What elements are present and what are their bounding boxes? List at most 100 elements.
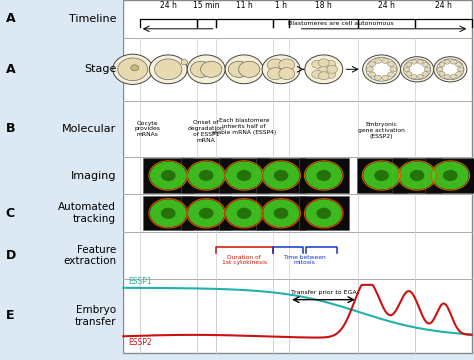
Text: Embryonic
gene activation
(ESSP2): Embryonic gene activation (ESSP2) xyxy=(358,122,405,139)
Bar xyxy=(143,158,193,193)
Circle shape xyxy=(390,67,397,72)
Circle shape xyxy=(263,162,300,189)
Circle shape xyxy=(150,199,187,227)
Circle shape xyxy=(319,59,329,67)
Circle shape xyxy=(422,72,428,76)
Circle shape xyxy=(199,170,213,181)
Circle shape xyxy=(404,67,410,72)
Circle shape xyxy=(279,59,295,71)
Text: 18 h: 18 h xyxy=(315,1,332,10)
Text: Timeline: Timeline xyxy=(69,14,116,24)
Circle shape xyxy=(262,55,300,84)
Circle shape xyxy=(439,72,445,76)
Circle shape xyxy=(188,199,225,227)
Text: 11 h: 11 h xyxy=(236,1,253,10)
Circle shape xyxy=(366,67,373,72)
Circle shape xyxy=(424,67,430,72)
Text: Feature
extraction: Feature extraction xyxy=(63,245,116,266)
Circle shape xyxy=(411,60,417,64)
Circle shape xyxy=(443,170,457,181)
Circle shape xyxy=(263,199,300,227)
Text: ESSP1: ESSP1 xyxy=(128,277,152,286)
Circle shape xyxy=(226,162,263,189)
Circle shape xyxy=(325,60,336,68)
Circle shape xyxy=(267,68,283,80)
Circle shape xyxy=(267,59,283,71)
Circle shape xyxy=(226,199,263,227)
Circle shape xyxy=(434,57,467,82)
Text: Transfer prior to EGA: Transfer prior to EGA xyxy=(291,291,356,295)
Circle shape xyxy=(317,170,331,181)
Bar xyxy=(219,158,269,193)
Circle shape xyxy=(319,65,329,73)
Bar xyxy=(299,158,349,193)
Circle shape xyxy=(382,58,389,63)
Circle shape xyxy=(369,62,375,67)
Circle shape xyxy=(363,55,401,84)
Circle shape xyxy=(450,60,456,64)
Circle shape xyxy=(279,68,295,80)
Text: Each blastomere
inherits half of
stable mRNA (ESSP4): Each blastomere inherits half of stable … xyxy=(212,118,276,135)
Circle shape xyxy=(201,61,222,77)
Bar xyxy=(356,158,407,193)
Circle shape xyxy=(406,72,412,76)
Circle shape xyxy=(437,67,443,72)
Text: Stage: Stage xyxy=(84,64,116,74)
Text: A: A xyxy=(6,12,15,26)
Circle shape xyxy=(444,60,450,64)
Circle shape xyxy=(305,162,342,189)
Circle shape xyxy=(305,199,342,227)
Circle shape xyxy=(181,59,188,65)
Bar xyxy=(143,196,193,230)
Bar xyxy=(299,196,349,230)
Text: Embryo
transfer: Embryo transfer xyxy=(74,305,116,327)
Text: 24 h: 24 h xyxy=(378,1,395,10)
Circle shape xyxy=(388,72,394,77)
Text: C: C xyxy=(6,207,15,220)
Text: ESSP2: ESSP2 xyxy=(128,338,152,347)
Circle shape xyxy=(437,59,464,80)
Circle shape xyxy=(401,57,434,82)
Circle shape xyxy=(199,208,213,219)
Circle shape xyxy=(118,58,148,81)
Circle shape xyxy=(403,59,431,80)
Circle shape xyxy=(149,55,187,84)
Circle shape xyxy=(457,67,464,72)
Circle shape xyxy=(374,75,382,80)
Text: E: E xyxy=(6,309,14,323)
Text: Onset of
degradation
of ESSP1
mRNA: Onset of degradation of ESSP1 mRNA xyxy=(188,120,225,143)
Circle shape xyxy=(188,162,225,189)
Text: Oocyte
provides
mRNAs: Oocyte provides mRNAs xyxy=(134,121,160,137)
Circle shape xyxy=(406,62,412,67)
Circle shape xyxy=(417,60,423,64)
Circle shape xyxy=(450,75,456,79)
Text: Imaging: Imaging xyxy=(71,171,116,180)
Circle shape xyxy=(319,72,329,80)
Circle shape xyxy=(312,70,322,78)
Text: Molecular: Molecular xyxy=(62,124,116,134)
Circle shape xyxy=(388,62,394,67)
Circle shape xyxy=(456,62,462,67)
Circle shape xyxy=(410,170,424,181)
Circle shape xyxy=(191,61,212,77)
Text: Time between
mitosis: Time between mitosis xyxy=(283,255,326,265)
Text: 15 min: 15 min xyxy=(193,1,219,10)
Circle shape xyxy=(432,162,469,189)
Bar xyxy=(256,196,306,230)
Circle shape xyxy=(155,59,182,80)
Circle shape xyxy=(237,208,251,219)
Circle shape xyxy=(228,61,250,77)
Circle shape xyxy=(417,75,423,79)
Circle shape xyxy=(225,55,263,84)
Circle shape xyxy=(422,62,428,67)
Circle shape xyxy=(325,70,336,78)
Circle shape xyxy=(237,170,251,181)
Bar xyxy=(425,158,474,193)
Circle shape xyxy=(369,72,375,77)
Bar xyxy=(181,196,231,230)
Bar xyxy=(256,158,306,193)
Bar xyxy=(123,0,472,353)
Circle shape xyxy=(366,58,397,81)
Circle shape xyxy=(399,162,436,189)
Circle shape xyxy=(382,75,389,80)
